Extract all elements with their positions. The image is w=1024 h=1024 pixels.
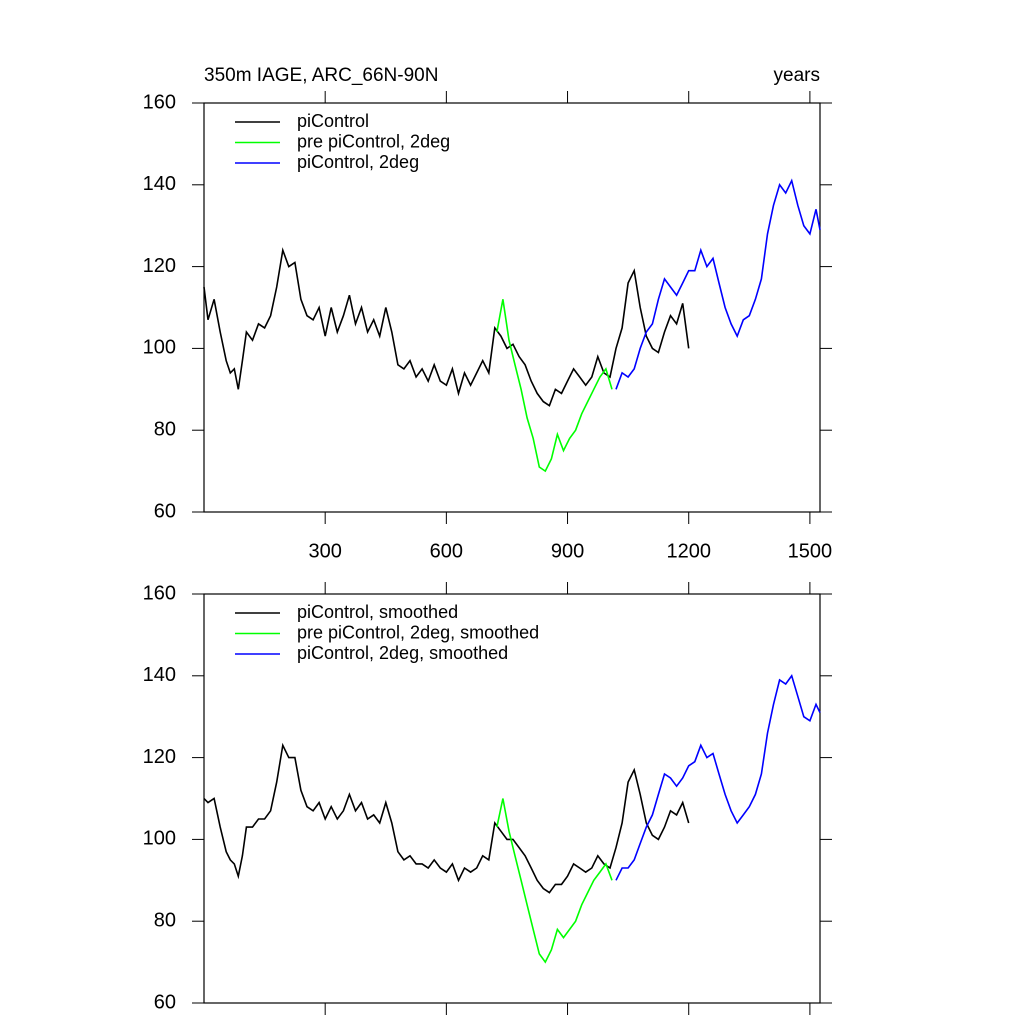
x-tick-label: 600 (430, 540, 463, 562)
plot-frame (203, 102, 821, 513)
x-tick-label: 300 (308, 540, 341, 562)
chart-title: 350m IAGE, ARC_66N-90N (204, 65, 438, 86)
y-tick-label: 120 (143, 255, 176, 277)
x-tick-label: 1200 (666, 540, 711, 562)
series-line (615, 178, 821, 390)
series-line (203, 742, 690, 894)
y-tick-label: 80 (154, 418, 176, 440)
y-tick-label: 60 (154, 991, 176, 1013)
legend-label: piControl (297, 111, 369, 131)
y-tick-label: 160 (143, 582, 176, 604)
y-tick-label: 160 (143, 91, 176, 113)
legend-label: piControl, 2deg (297, 152, 419, 172)
y-tick-label: 100 (143, 828, 176, 850)
y-tick-label: 100 (143, 337, 176, 359)
series-line (496, 798, 613, 964)
y-tick-label: 60 (154, 500, 176, 522)
series-line (615, 674, 821, 881)
y-tick-label: 140 (143, 664, 176, 686)
axis-unit: years (774, 65, 820, 86)
y-tick-label: 80 (154, 909, 176, 931)
x-tick-label: 1500 (788, 540, 833, 562)
legend-label: piControl, 2deg, smoothed (297, 643, 508, 663)
y-tick-label: 120 (143, 746, 176, 768)
series-line (203, 247, 690, 407)
y-tick-label: 140 (143, 173, 176, 195)
legend-label: pre piControl, 2deg (297, 131, 450, 151)
legend-label: pre piControl, 2deg, smoothed (297, 622, 539, 642)
legend-label: piControl, smoothed (297, 602, 458, 622)
series-line (496, 299, 613, 473)
x-tick-label: 900 (551, 540, 584, 562)
